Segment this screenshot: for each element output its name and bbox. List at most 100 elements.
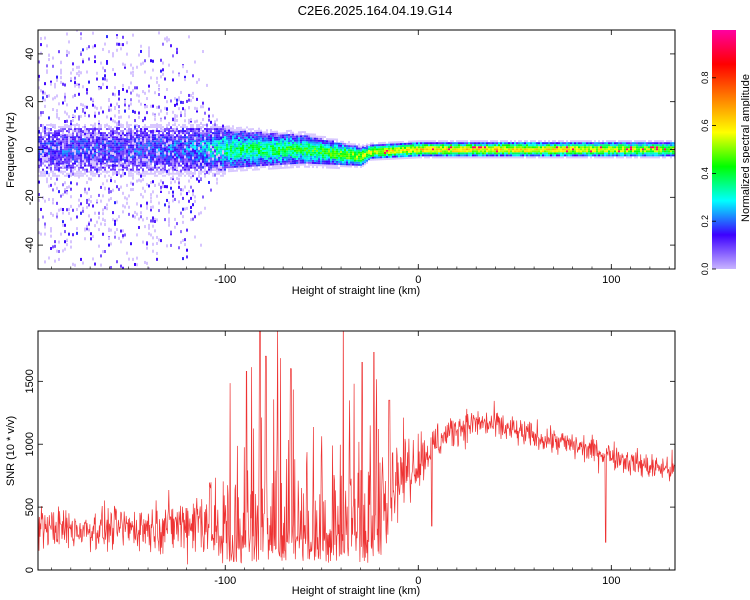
spectrogram-noise-cell	[132, 66, 134, 70]
spectrogram-cell	[86, 136, 88, 139]
spectrogram-cell	[118, 158, 120, 161]
spectrogram-cell	[334, 160, 336, 163]
spectrogram-cell	[462, 150, 464, 153]
spectrogram-cell	[410, 146, 412, 149]
spectrogram-cell	[236, 147, 238, 150]
spectrogram-noise-cell	[106, 35, 108, 39]
spectrogram-noise-cell	[156, 257, 158, 261]
spectrogram-cell	[188, 144, 190, 147]
spectrogram-noise-cell	[52, 146, 54, 150]
spectrogram-cell	[218, 152, 220, 155]
spectrogram-cell	[308, 151, 310, 154]
spectrogram-cell	[314, 145, 316, 148]
spectrogram-cell	[372, 144, 374, 147]
spectrogram-cell	[218, 142, 220, 145]
spectrogram-noise-cell	[122, 171, 124, 175]
spectrogram-cell	[292, 133, 294, 136]
spectrogram-noise-cell	[164, 116, 166, 120]
spectrogram-cell	[350, 165, 352, 168]
spectrogram-cell	[104, 138, 106, 141]
spectrogram-noise-cell	[120, 264, 122, 268]
spectrogram-cell	[236, 155, 238, 158]
spectrogram-noise-cell	[130, 140, 132, 144]
spectrogram-noise-cell	[134, 86, 136, 90]
spectrogram-noise-cell	[142, 119, 144, 123]
spectrogram-cell	[276, 138, 278, 141]
spectrogram-cell	[88, 160, 90, 163]
spectrogram-cell	[180, 148, 182, 151]
spectrogram-noise-cell	[142, 128, 144, 132]
spectrogram-cell	[178, 124, 180, 127]
spectrogram-cell	[126, 156, 128, 159]
spectrogram-noise-cell	[94, 60, 96, 64]
spectrogram-cell	[126, 132, 128, 135]
spectrogram-cell	[222, 146, 224, 149]
spectrogram-cell	[328, 146, 330, 149]
spectrogram-cell	[78, 140, 80, 143]
spectrogram-cell	[132, 164, 134, 167]
spectrogram-noise-cell	[126, 251, 128, 255]
spectrogram-cell	[196, 160, 198, 163]
spectrogram-noise-cell	[204, 133, 206, 137]
spectrogram-cell	[240, 145, 242, 148]
spectrogram-cell	[190, 152, 192, 155]
spectrogram-cell	[212, 160, 214, 163]
spectrogram-cell	[448, 150, 450, 153]
spectrogram-cell	[156, 134, 158, 137]
spectrogram-cell	[244, 159, 246, 162]
spectrogram-cell	[186, 136, 188, 139]
spectrogram-noise-cell	[126, 159, 128, 163]
spectrogram-cell	[288, 129, 290, 132]
spectrogram-noise-cell	[154, 137, 156, 141]
spectrogram-cell	[184, 148, 186, 151]
spectrogram-cell	[56, 148, 58, 151]
spectrogram-cell	[282, 134, 284, 137]
spectrogram-cell	[158, 136, 160, 139]
spectrogram-noise-cell	[202, 142, 204, 146]
spectrogram-cell	[268, 145, 270, 148]
spectrogram-noise-cell	[44, 149, 46, 153]
spectrogram-cell	[248, 164, 250, 167]
spectrogram-cell	[210, 162, 212, 165]
spectrogram-cell	[290, 135, 292, 138]
spectrogram-cell	[452, 142, 454, 145]
spectrogram-cell	[252, 128, 254, 131]
spectrogram-cell	[74, 136, 76, 139]
spectrogram-cell	[164, 168, 166, 171]
spectrogram-noise-cell	[56, 112, 58, 116]
spectrogram-cell	[276, 148, 278, 151]
spectrogram-cell	[56, 164, 58, 167]
spectrogram-noise-cell	[140, 141, 142, 145]
spectrogram-cell	[264, 137, 266, 140]
spectrogram-noise-cell	[94, 122, 96, 126]
spectrogram-cell	[64, 134, 66, 137]
spectrogram-noise-cell	[156, 80, 158, 84]
spectrogram-cell	[66, 130, 68, 133]
spectrogram-cell	[148, 126, 150, 129]
spectrogram-cell	[64, 156, 66, 159]
spectrogram-cell	[386, 155, 388, 158]
spectrogram-cell	[286, 156, 288, 159]
spectrogram-noise-cell	[38, 60, 40, 64]
spectrogram-cell	[134, 128, 136, 131]
spectrogram-cell	[112, 140, 114, 143]
spectrogram-noise-cell	[168, 141, 170, 145]
spectrogram-cell	[320, 156, 322, 159]
spectrogram-noise-cell	[86, 191, 88, 195]
spectrogram-cell	[470, 142, 472, 145]
spectrogram-noise-cell	[112, 167, 114, 171]
spectrogram-noise-cell	[210, 138, 212, 142]
spectrogram-cell	[100, 168, 102, 171]
spectrogram-cell	[436, 152, 438, 155]
spectrogram-cell	[180, 140, 182, 143]
spectrogram-cell	[272, 139, 274, 142]
spectrogram-cell	[114, 162, 116, 165]
spectrogram-cell	[362, 154, 364, 157]
spectrogram-cell	[80, 142, 82, 145]
spectrogram-cell	[198, 160, 200, 163]
spectrogram-noise-cell	[154, 158, 156, 162]
spectrogram-noise-cell	[102, 110, 104, 114]
spectrogram-cell	[446, 148, 448, 151]
spectrogram-cell	[122, 154, 124, 157]
spectrogram-noise-cell	[42, 139, 44, 143]
